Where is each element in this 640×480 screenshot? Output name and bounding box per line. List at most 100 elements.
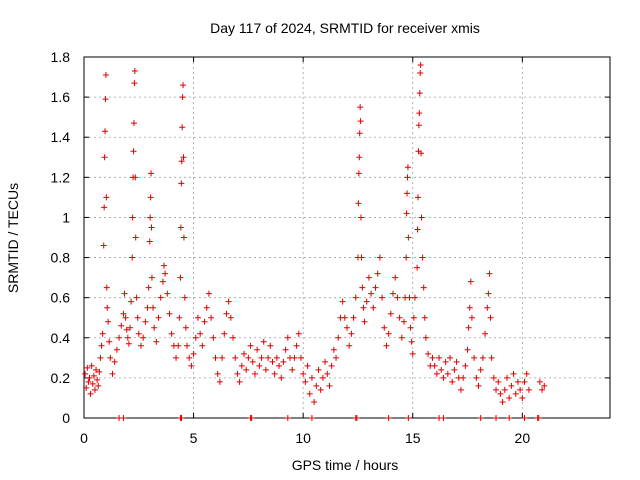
data-point <box>205 290 212 297</box>
data-point <box>271 370 278 377</box>
data-point <box>104 304 111 311</box>
data-point <box>374 270 381 277</box>
data-point <box>103 194 110 201</box>
data-point <box>477 366 484 373</box>
grid <box>84 57 610 418</box>
data-point <box>132 234 139 241</box>
data-point <box>133 294 140 301</box>
data-point <box>278 374 285 381</box>
baseline-marker <box>385 415 392 421</box>
data-point <box>225 298 232 305</box>
data-point <box>379 294 386 301</box>
data-point <box>122 314 129 321</box>
data-point <box>442 358 449 365</box>
data-point <box>103 284 110 291</box>
data-point <box>400 318 407 325</box>
data-point <box>102 72 109 79</box>
data-point <box>417 70 424 77</box>
data-point <box>176 314 183 321</box>
data-point <box>106 338 113 345</box>
data-point <box>120 310 127 317</box>
data-point <box>175 342 182 349</box>
data-point <box>180 234 187 241</box>
data-point <box>128 298 135 305</box>
data-point <box>254 346 261 353</box>
data-point <box>429 354 436 361</box>
data-point <box>462 362 469 369</box>
data-point <box>333 354 340 361</box>
data-point <box>335 334 342 341</box>
y-tick-label: 1 <box>62 209 70 225</box>
data-point <box>392 274 399 281</box>
data-point <box>258 354 265 361</box>
data-point <box>125 340 132 347</box>
data-point <box>180 154 187 161</box>
data-point <box>404 174 411 181</box>
data-point <box>356 154 363 161</box>
baseline-marker <box>477 415 484 421</box>
data-points <box>82 62 548 405</box>
data-point <box>96 368 103 375</box>
data-point <box>396 314 403 321</box>
data-point <box>438 366 445 373</box>
data-point <box>177 274 184 281</box>
data-point <box>313 382 320 389</box>
data-point <box>473 374 480 381</box>
data-point <box>405 234 412 241</box>
data-point <box>273 354 280 361</box>
data-point <box>212 354 219 361</box>
data-point <box>88 362 95 369</box>
data-point <box>94 376 101 383</box>
data-point <box>238 362 245 369</box>
baseline-marker <box>405 415 412 421</box>
data-point <box>130 148 137 155</box>
data-point <box>326 382 333 389</box>
data-point <box>179 94 186 101</box>
data-point <box>265 354 272 361</box>
data-point <box>394 294 401 301</box>
data-point <box>465 324 472 331</box>
data-point <box>408 338 415 345</box>
x-tick-label: 15 <box>405 430 421 446</box>
data-point <box>181 294 188 301</box>
data-point <box>160 262 167 269</box>
data-point <box>145 284 152 291</box>
data-point <box>453 358 460 365</box>
data-point <box>360 304 367 311</box>
data-point <box>109 370 116 377</box>
data-point <box>358 214 365 221</box>
data-point <box>157 294 164 301</box>
data-point <box>300 370 307 377</box>
data-point <box>178 180 185 187</box>
data-point <box>368 290 375 297</box>
baseline-marker <box>308 415 315 421</box>
data-point <box>221 330 228 337</box>
data-point <box>404 190 411 197</box>
data-point <box>173 354 180 361</box>
data-point <box>358 254 365 261</box>
data-point <box>451 366 458 373</box>
data-point <box>177 224 184 231</box>
data-point <box>302 378 309 385</box>
data-point <box>488 354 495 361</box>
data-point <box>431 362 438 369</box>
data-point <box>276 362 283 369</box>
data-point <box>422 334 429 341</box>
data-point <box>523 370 530 377</box>
baseline-marker <box>178 415 185 421</box>
chart-title: Day 117 of 2024, SRMTID for receiver xmi… <box>210 20 480 36</box>
data-point <box>245 354 252 361</box>
data-point <box>363 298 370 305</box>
tick-labels: 0 5 10 15 20 0 0.2 0.4 0.6 0.8 1 1.2 1.4 1.6 1.8 <box>51 49 531 446</box>
data-point <box>99 330 106 337</box>
data-point <box>132 174 139 181</box>
data-point <box>415 194 422 201</box>
data-point <box>100 242 107 249</box>
data-point <box>436 354 443 361</box>
baseline-marker <box>493 415 500 421</box>
data-point <box>223 310 230 317</box>
y-tick-label: 1.8 <box>51 49 71 65</box>
baseline-marker <box>284 415 291 421</box>
baseline-marker <box>506 415 513 421</box>
